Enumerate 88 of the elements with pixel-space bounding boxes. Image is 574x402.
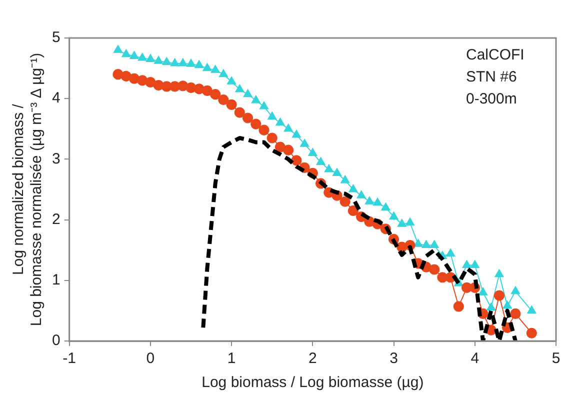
annotation: 0-300m [466, 90, 517, 108]
point [494, 269, 504, 278]
point [356, 190, 366, 198]
point [226, 76, 236, 84]
point [478, 287, 488, 296]
point [218, 69, 228, 78]
annotation: STN #6 [466, 68, 517, 86]
point [446, 248, 456, 257]
point [324, 164, 334, 172]
point [259, 101, 269, 110]
y-tick-label: 4 [52, 90, 60, 107]
point [210, 64, 220, 73]
point [283, 144, 294, 156]
point [202, 85, 213, 96]
y-axis-title: Log normalized biomass / Log biomasse normalisée (µg m⁻³ Δ µg⁻¹) [10, 52, 46, 326]
point [170, 58, 180, 66]
point [218, 94, 229, 106]
point [162, 56, 172, 66]
point [372, 198, 382, 206]
point [121, 49, 131, 58]
point [250, 118, 262, 130]
point [340, 196, 350, 207]
point [291, 155, 302, 166]
point [348, 205, 359, 216]
point [413, 238, 423, 247]
point [130, 50, 139, 59]
point [120, 70, 132, 82]
point [429, 264, 440, 275]
point [226, 99, 237, 110]
point [202, 63, 212, 72]
point [348, 184, 358, 192]
point [138, 52, 147, 61]
point [276, 118, 285, 126]
point [389, 211, 398, 220]
point [453, 301, 464, 312]
point [470, 260, 480, 268]
point [210, 89, 221, 100]
point [300, 138, 310, 147]
point [243, 89, 252, 98]
point [422, 240, 431, 248]
point [178, 58, 188, 66]
annotation: CalCOFI [466, 46, 524, 64]
point [145, 76, 156, 88]
point [284, 124, 293, 132]
point [430, 240, 439, 248]
point [381, 202, 390, 210]
point [364, 196, 374, 204]
point [486, 302, 496, 310]
point [316, 156, 326, 166]
x-tick-label: 2 [308, 350, 317, 368]
point [113, 44, 123, 53]
point [186, 58, 196, 67]
point [266, 132, 278, 144]
point [510, 286, 520, 294]
point [234, 107, 245, 118]
point [502, 300, 512, 309]
point [462, 260, 472, 268]
point [510, 308, 521, 320]
x-tick-label: 1 [227, 350, 236, 368]
x-axis-title: Log biomass / Log biomasse (µg) [202, 374, 424, 392]
point [526, 328, 537, 338]
y-tick-label: 5 [52, 29, 60, 46]
x-tick-label: 3 [390, 350, 398, 368]
point [308, 148, 318, 156]
point [251, 95, 261, 104]
point [527, 305, 536, 314]
point [292, 130, 302, 138]
point [405, 218, 415, 226]
line-series [201, 136, 518, 341]
point [242, 112, 254, 124]
point [258, 124, 270, 136]
x-tick-label: 0 [146, 350, 155, 368]
point [235, 84, 244, 92]
point [146, 54, 156, 62]
point [267, 111, 277, 120]
point [340, 175, 350, 184]
x-tick-label: 4 [470, 350, 480, 368]
y-tick-label: 2 [52, 210, 60, 228]
y-tick-label: 1 [52, 272, 60, 289]
point [494, 290, 505, 301]
point [397, 218, 407, 227]
x-tick-label: -1 [62, 350, 76, 368]
x-tick-label: 5 [552, 350, 560, 368]
y-tick-label: 0 [52, 332, 60, 350]
y-tick-label: 3 [52, 150, 60, 168]
point [154, 56, 164, 64]
point [194, 60, 204, 68]
point [332, 168, 342, 176]
